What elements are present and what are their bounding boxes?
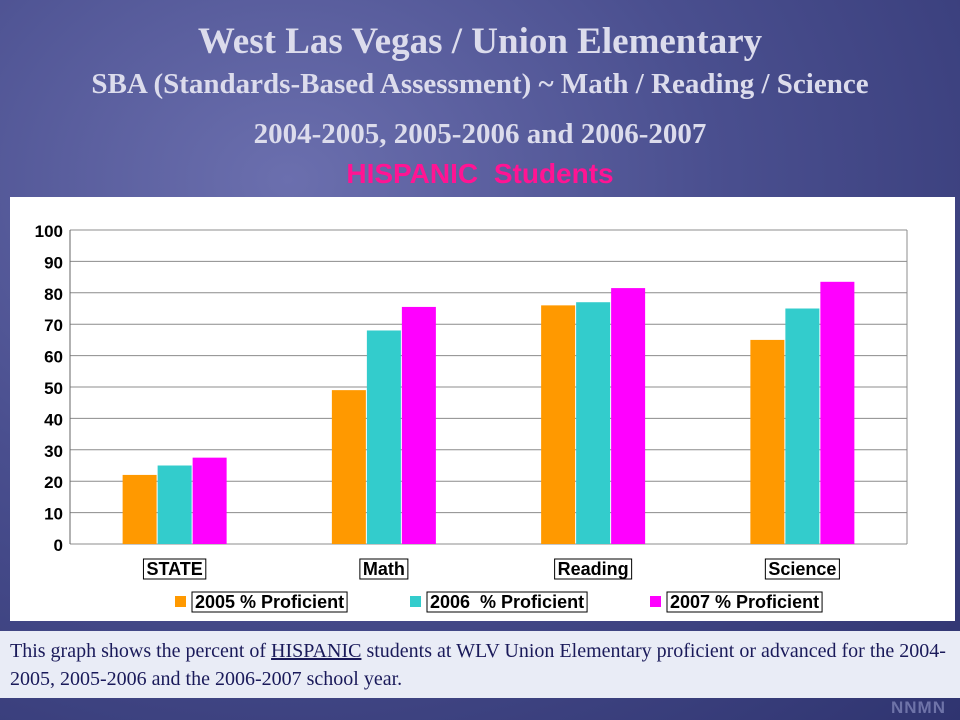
bar-chart: 0 10 20 30 40 50 60 70 80 90 100 STATE Math Reading Sc…	[35, 222, 908, 613]
title-group: HISPANIC Students	[346, 158, 614, 189]
bar-state-1	[122, 474, 157, 544]
x-tick-frame	[359, 558, 409, 580]
legend-label: 2005 % Proficient	[195, 592, 344, 612]
bar-reading-1	[541, 305, 576, 544]
x-tick-frame	[142, 558, 207, 580]
legend-frame	[191, 591, 348, 613]
x-tick-frame	[554, 558, 633, 580]
x-tick-label: STATE	[146, 559, 202, 579]
y-tick-label: 100	[35, 222, 63, 241]
title-assessment: SBA (Standards-Based Assessment) ~ Math …	[91, 68, 869, 100]
y-tick-label: 40	[44, 410, 63, 429]
bar-science-1	[750, 339, 785, 544]
x-tick-label: Science	[768, 559, 836, 579]
logo: NNMN	[891, 698, 946, 717]
bar-reading-3	[611, 288, 646, 544]
legend-swatch	[175, 596, 186, 607]
bar-state-3	[192, 457, 227, 544]
title-years: 2004-2005, 2005-2006 and 2006-2007	[253, 118, 707, 150]
caption-text-end: students at WLV Union Elementary profici…	[10, 640, 946, 690]
legend-frame	[426, 591, 588, 613]
x-tick-label: Math	[363, 559, 405, 579]
bar-science-2	[785, 308, 820, 544]
title-school: West Las Vegas / Union Elementary	[197, 21, 763, 62]
bar-math-3	[401, 306, 436, 544]
x-tick-label: Reading	[558, 559, 629, 579]
bar-math-2	[366, 330, 401, 544]
y-tick-label: 10	[44, 505, 63, 524]
y-tick-label: 60	[44, 348, 63, 367]
bar-state-2	[157, 465, 192, 544]
legend-swatch	[410, 596, 421, 607]
caption-highlight: HISPANIC	[271, 640, 362, 662]
y-tick-label: 20	[44, 473, 63, 492]
y-tick-label: 0	[54, 536, 63, 555]
y-tick-label: 70	[44, 316, 63, 335]
legend-label: 2007 % Proficient	[670, 592, 819, 612]
legend-label: 2006 % Proficient	[430, 592, 584, 612]
y-tick-label: 30	[44, 442, 63, 461]
bar-science-3	[820, 281, 855, 544]
legend-frame	[666, 591, 823, 613]
caption: This graph shows the percent of HISPANIC…	[0, 631, 960, 698]
chart-panel: 0 10 20 30 40 50 60 70 80 90 100 STATE Math Reading Sc…	[10, 197, 955, 621]
y-tick-label: 80	[44, 285, 63, 304]
caption-text-start: This graph shows the percent of	[10, 640, 272, 662]
bar-reading-2	[576, 302, 611, 544]
y-tick-label: 90	[44, 253, 63, 272]
legend-swatch	[650, 596, 661, 607]
bar-math-1	[331, 390, 366, 544]
x-tick-frame	[764, 558, 840, 580]
y-tick-label: 50	[44, 379, 63, 398]
